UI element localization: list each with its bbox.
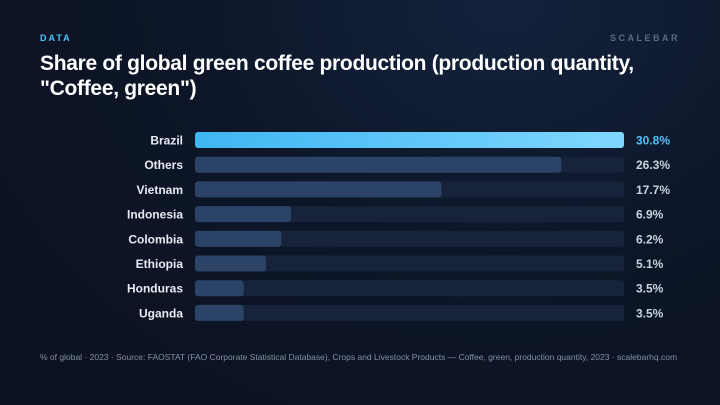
category-label-uganda: Uganda [139,306,183,320]
bar-others [195,156,562,173]
brand-logo-text: SCALEBAR [609,33,680,43]
category-label-honduras: Honduras [127,282,183,296]
bar-brazil [195,132,624,148]
bar-track-honduras [195,280,624,297]
bar-vietnam [195,181,442,198]
category-label-others: Others [144,158,183,172]
bar-track-uganda [195,304,624,321]
value-label-others: 26.3% [636,158,670,172]
bar-ethiopia [195,255,267,272]
category-label-indonesia: Indonesia [127,208,183,222]
section-eyebrow: DATA [40,33,72,43]
value-label-indonesia: 6.9% [636,208,664,222]
category-label-brazil: Brazil [150,134,183,148]
bar-indonesia [195,206,292,223]
value-label-honduras: 3.5% [636,282,664,296]
category-label-vietnam: Vietnam [137,183,183,197]
bar-track-indonesia [195,206,624,223]
value-label-vietnam: 17.7% [636,183,670,197]
bar-colombia [195,230,282,247]
value-label-ethiopia: 5.1% [636,257,664,271]
chart-title: Share of global green coffee production … [40,52,634,100]
bar-honduras [195,280,244,297]
value-label-brazil: 30.8% [636,134,670,148]
category-label-ethiopia: Ethiopia [136,257,184,271]
bar-track-colombia [195,230,624,247]
value-label-uganda: 3.5% [636,306,664,320]
bar-uganda [195,304,244,321]
value-label-colombia: 6.2% [636,232,664,246]
bar-track-ethiopia [195,255,624,272]
category-label-colombia: Colombia [128,232,183,246]
source-footnote: % of global · 2023 · Source: FAOSTAT (FA… [40,352,678,362]
